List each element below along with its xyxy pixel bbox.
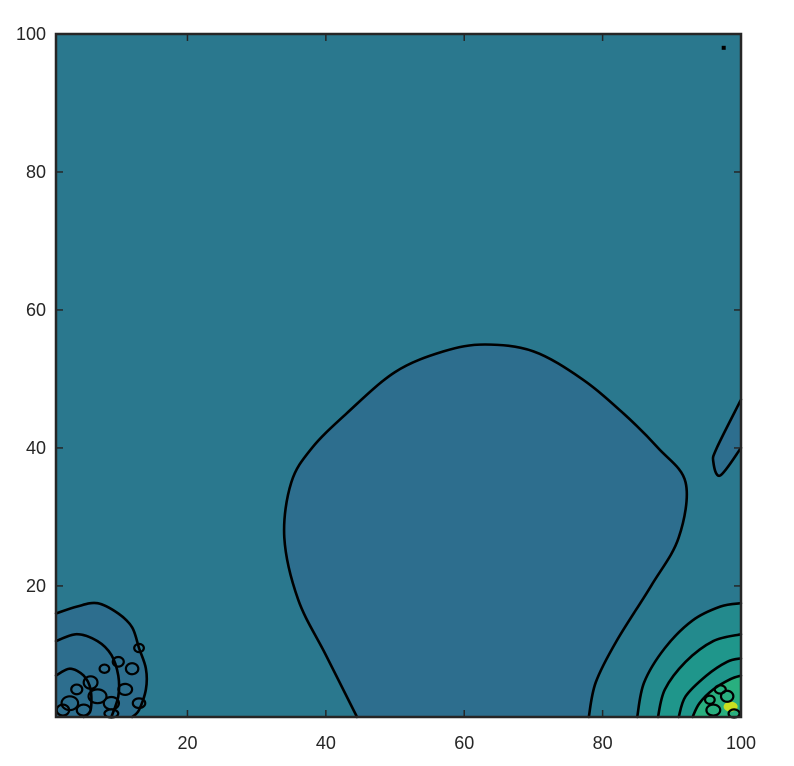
right-peak-ring-1-line xyxy=(635,601,743,719)
y-tick-label-100: 100 xyxy=(16,24,46,44)
x-tick-label-100: 100 xyxy=(726,733,756,753)
central-basin-fill xyxy=(284,344,687,717)
x-tick-label-80: 80 xyxy=(593,733,613,753)
x-axis-ticks: 20 40 60 80 100 xyxy=(177,34,756,753)
x-tick-label-60: 60 xyxy=(454,733,474,753)
y-axis-ticks: 20 40 60 80 100 xyxy=(16,24,741,596)
noise-contour-left-4 xyxy=(117,682,134,697)
right-peak-ring-3-line xyxy=(677,657,743,719)
noise-contour-left-6 xyxy=(70,683,84,696)
x-tick-label-20: 20 xyxy=(177,733,197,753)
right-peak-ring-2-line xyxy=(656,632,743,719)
noise-contour-right-1 xyxy=(719,689,735,703)
y-tick-label-20: 20 xyxy=(26,576,46,596)
right-peak-ring-4-line xyxy=(691,674,743,719)
y-tick-label-60: 60 xyxy=(26,300,46,320)
contour-lines xyxy=(54,45,743,719)
noise-mark-top-right xyxy=(721,45,726,50)
noise-contour-left-1 xyxy=(75,703,92,717)
x-tick-label-40: 40 xyxy=(316,733,336,753)
noise-contour-left-10 xyxy=(98,663,111,674)
noise-contour-left-13 xyxy=(131,697,147,710)
noise-contour-left-8 xyxy=(111,655,125,668)
left-corner-ring-2-line xyxy=(54,632,121,719)
axes-box xyxy=(54,32,743,719)
noise-contour-left-9 xyxy=(133,642,145,654)
noise-contour-left-2 xyxy=(87,688,108,705)
noise-contour-left-5 xyxy=(82,675,99,690)
y-tick-label-80: 80 xyxy=(26,162,46,182)
plot-area xyxy=(56,34,741,717)
y-tick-label-40: 40 xyxy=(26,438,46,458)
axes xyxy=(54,32,743,719)
noise-contour-right-0 xyxy=(705,703,722,717)
noise-contour-left-7 xyxy=(124,662,140,676)
noise-contour-right-3 xyxy=(713,684,727,695)
noise-contour-right-4 xyxy=(703,694,716,705)
central-basin-line xyxy=(282,343,689,719)
right-edge-basin-line xyxy=(711,398,743,478)
